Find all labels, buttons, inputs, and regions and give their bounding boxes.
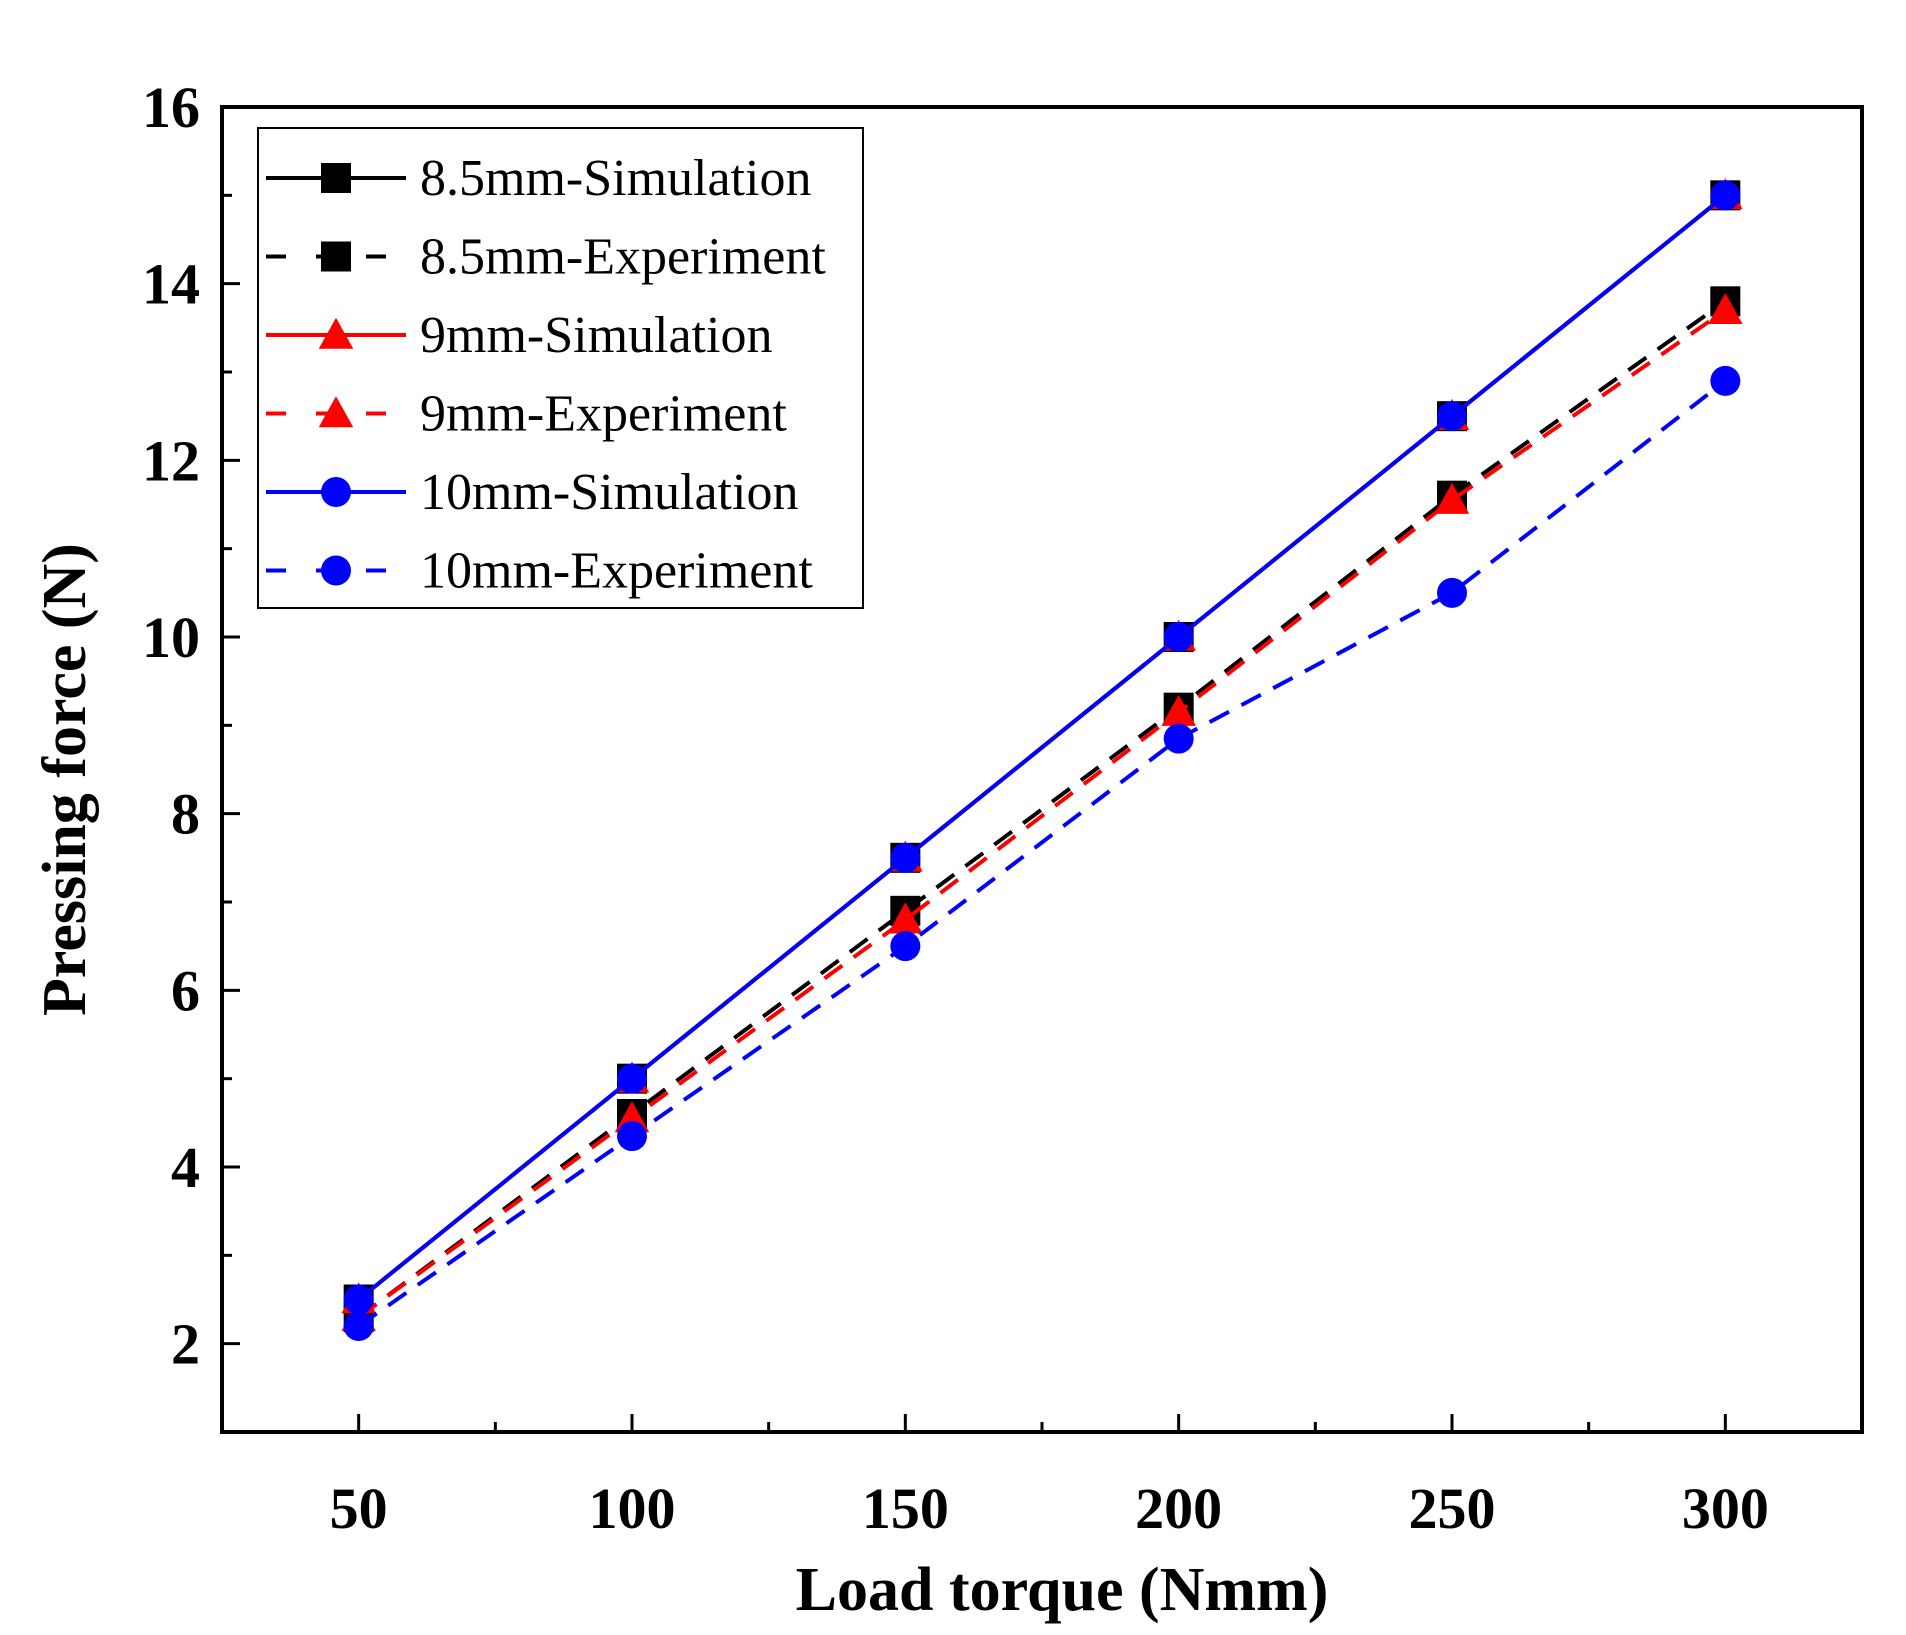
legend-label-8-5mm-simulation: 8.5mm-Simulation [420, 150, 811, 207]
legend-marker-9mm-experiment [318, 396, 354, 428]
legend-marker-8-5mm-simulation [321, 163, 351, 193]
legend-label-9mm-simulation: 9mm-Simulation [420, 307, 772, 364]
y-tick-label: 12 [142, 428, 200, 493]
data-point-9mm-experiment [1434, 482, 1470, 514]
x-tick-label: 100 [589, 1476, 676, 1541]
axis-ticks: 2 4 6 8 10 12 14 16 50 100 150 200 250 300 [142, 75, 1864, 1541]
x-tick-label: 200 [1135, 1476, 1222, 1541]
y-tick-label: 8 [171, 782, 200, 847]
x-tick-label: 250 [1409, 1476, 1496, 1541]
data-point-10mm-experiment [1163, 723, 1194, 754]
data-point-10mm-simulation [1437, 401, 1467, 432]
legend-marker-9mm-simulation [318, 317, 354, 349]
y-tick-label: 14 [142, 252, 200, 317]
series-line-10mm-simulation [357, 193, 1727, 1302]
series-line-9mm-experiment [357, 308, 1727, 1319]
legend-label-9mm-experiment: 9mm-Experiment [420, 386, 787, 443]
legend: 8.5mm-Simulation 8.5mm-Experiment 9mm-Simu… [257, 127, 864, 609]
x-tick-label: 50 [330, 1476, 388, 1541]
data-point-10mm-simulation [343, 1284, 374, 1315]
data-point-10mm-simulation [617, 1063, 647, 1094]
y-tick-label: 2 [171, 1312, 200, 1377]
series-layer [341, 178, 1743, 1341]
data-point-10mm-experiment [343, 1311, 374, 1341]
y-tick-label: 16 [142, 75, 200, 140]
y-tick-label: 10 [142, 605, 200, 670]
legend-box [257, 127, 864, 609]
data-point-9mm-experiment [888, 902, 923, 934]
data-point-10mm-experiment [890, 931, 921, 962]
legend-label-8-5mm-experiment: 8.5mm-Experiment [420, 229, 826, 286]
data-point-9mm-experiment [1708, 292, 1743, 324]
x-axis-title: Load torque (Nmm) [796, 1556, 1329, 1624]
data-point-9mm-experiment [1161, 694, 1196, 726]
data-point-10mm-experiment [1710, 365, 1741, 396]
x-tick-label: 300 [1682, 1476, 1769, 1541]
data-point-10mm-simulation [1163, 622, 1194, 652]
legend-marker-10mm-experiment [321, 555, 351, 586]
x-tick-label: 150 [862, 1476, 949, 1541]
data-point-10mm-simulation [1710, 180, 1741, 211]
legend-marker-10mm-simulation [321, 477, 351, 507]
y-axis-title: Pressing force (N) [31, 543, 99, 1016]
legend-marker-8-5mm-experiment [321, 241, 351, 272]
data-point-10mm-experiment [1437, 577, 1467, 608]
y-tick-label: 4 [171, 1135, 200, 1200]
data-point-10mm-experiment [617, 1121, 647, 1152]
y-tick-label: 6 [171, 958, 200, 1023]
legend-label-10mm-simulation: 10mm-Simulation [420, 464, 798, 521]
series-line-10mm-experiment [357, 379, 1727, 1328]
legend-label-10mm-experiment: 10mm-Experiment [420, 543, 813, 600]
series-line-8-5mm-experiment [357, 299, 1727, 1319]
data-point-10mm-simulation [890, 842, 921, 873]
